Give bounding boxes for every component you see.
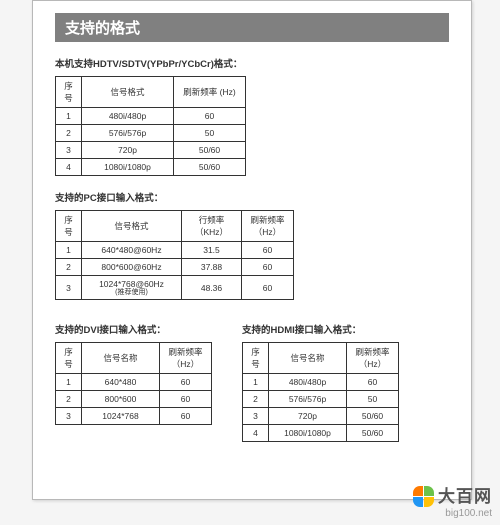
- th-khz: 行频率 （KHz）: [182, 211, 242, 242]
- th-sig: 信号名称: [269, 343, 347, 374]
- table-row: 2576i/576p50: [243, 391, 399, 408]
- table-pc: 序号 信号格式 行频率 （KHz） 刷新频率 （Hz） 1640*480@60H…: [55, 210, 294, 300]
- table-row: 31024*76860: [56, 408, 212, 425]
- table-row: 3720p50/60: [56, 142, 246, 159]
- section3: 支持的DVI接口输入格式： 序号 信号名称 刷新频率 （Hz） 1640*480…: [55, 314, 212, 442]
- table-row: 1480i/480p60: [56, 108, 246, 125]
- th-hz: 刷新频率 (Hz): [174, 77, 246, 108]
- document-page: 支持的格式 本机支持HDTV/SDTV(YPbPr/YCbCr)格式： 序号 信…: [32, 0, 472, 500]
- section4-label: 支持的HDMI接口输入格式：: [242, 322, 399, 336]
- page-title: 支持的格式: [55, 13, 449, 42]
- th-idx: 序号: [56, 343, 82, 374]
- th-hz: 刷新频率 （Hz）: [347, 343, 399, 374]
- section2-label: 支持的PC接口输入格式：: [55, 190, 449, 204]
- th-sig: 信号格式: [82, 211, 182, 242]
- table-row: 41080i/1080p50/60: [56, 159, 246, 176]
- table-row: 2800*600@60Hz37.8860: [56, 259, 294, 276]
- table-row: 2800*60060: [56, 391, 212, 408]
- th-idx: 序号: [56, 77, 82, 108]
- th-sig: 信号名称: [82, 343, 160, 374]
- th-idx: 序号: [56, 211, 82, 242]
- table-row: 1640*480@60Hz31.560: [56, 242, 294, 259]
- th-hz: 刷新频率 （Hz）: [160, 343, 212, 374]
- table-row: 41080i/1080p50/60: [243, 425, 399, 442]
- table-row: 3720p50/60: [243, 408, 399, 425]
- section1-label: 本机支持HDTV/SDTV(YPbPr/YCbCr)格式：: [55, 56, 449, 70]
- table-row: 1640*48060: [56, 374, 212, 391]
- section4: 支持的HDMI接口输入格式： 序号 信号名称 刷新频率 （Hz） 1480i/4…: [242, 314, 399, 442]
- table-dvi: 序号 信号名称 刷新频率 （Hz） 1640*48060 2800*60060 …: [55, 342, 212, 425]
- table-hdmi: 序号 信号名称 刷新频率 （Hz） 1480i/480p60 2576i/576…: [242, 342, 399, 442]
- watermark-url: big100.net: [413, 509, 492, 519]
- th-sig: 信号格式: [82, 77, 174, 108]
- bottom-row: 支持的DVI接口输入格式： 序号 信号名称 刷新频率 （Hz） 1640*480…: [55, 314, 449, 442]
- table-row: 2576i/576p50: [56, 125, 246, 142]
- watermark-logo-icon: [413, 486, 434, 507]
- watermark-text: 大百网: [438, 488, 492, 505]
- table-row: 31024*768@60Hz(推荐使用)48.3660: [56, 276, 294, 300]
- watermark: 大百网 big100.net: [413, 486, 492, 519]
- th-idx: 序号: [243, 343, 269, 374]
- table-row: 1480i/480p60: [243, 374, 399, 391]
- table-hdtv-sdtv: 序号 信号格式 刷新频率 (Hz) 1480i/480p60 2576i/576…: [55, 76, 246, 176]
- th-hz: 刷新频率 （Hz）: [242, 211, 294, 242]
- section3-label: 支持的DVI接口输入格式：: [55, 322, 212, 336]
